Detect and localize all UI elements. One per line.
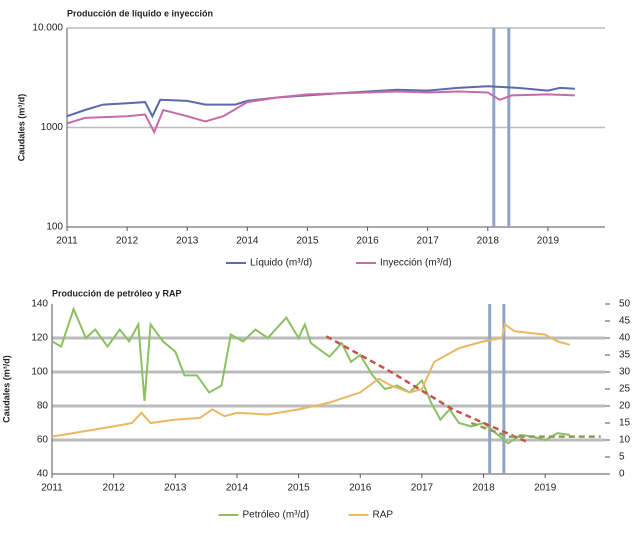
x-tick-label: 2015: [296, 236, 319, 247]
x-tick-label: 2018: [477, 236, 500, 247]
x-tick-label: 2016: [356, 236, 379, 247]
y-axis-label: Caudales (m³/d): [1, 355, 11, 423]
legend-label: Inyección (m³/d): [380, 258, 452, 269]
y2-tick-label: 10: [619, 435, 631, 446]
legend-label: RAP: [373, 510, 394, 521]
y-axis-label: Caudales (m³/d): [16, 94, 26, 162]
x-tick-label: 2011: [41, 483, 63, 494]
y-tick-label: 10.000: [32, 23, 63, 34]
y2-tick-label: 5: [619, 452, 625, 463]
x-tick-label: 2013: [164, 483, 187, 494]
series-line: [51, 322, 571, 438]
trend-line: [325, 335, 528, 443]
x-tick-label: 2015: [287, 483, 310, 494]
x-tick-label: 2014: [236, 236, 259, 247]
trend-line: [470, 421, 601, 438]
y-tick-label: 100: [46, 222, 63, 233]
y2-tick-label: 45: [619, 316, 631, 327]
x-tick-label: 2014: [226, 483, 249, 494]
x-tick-label: 2013: [176, 236, 199, 247]
y2-tick-label: 40: [619, 333, 631, 344]
legend-label: Petróleo (m³/d): [243, 510, 310, 521]
y2-tick-label: 20: [619, 401, 631, 412]
x-tick-label: 2018: [472, 483, 495, 494]
y2-tick-label: 30: [619, 367, 631, 378]
y-tick-label: 60: [37, 435, 49, 446]
y-tick-label: 1000: [41, 122, 64, 133]
y2-tick-label: 0: [619, 469, 625, 480]
x-tick-label: 2019: [534, 483, 557, 494]
y2-tick-label: 25: [619, 384, 631, 395]
y-tick-label: 100: [31, 367, 48, 378]
series-line: [66, 85, 575, 119]
y2-tick-label: 15: [619, 418, 631, 429]
y-tick-label: 80: [37, 401, 49, 412]
x-tick-label: 2012: [116, 236, 139, 247]
series-line: [66, 90, 575, 135]
chart-title: Producción de petróleo y RAP: [52, 288, 182, 298]
x-tick-label: 2011: [56, 236, 78, 247]
x-tick-label: 2012: [103, 483, 126, 494]
y-tick-label: 40: [37, 469, 49, 480]
y2-tick-label: 35: [619, 350, 631, 361]
y-tick-label: 140: [31, 299, 48, 310]
chart-title: Producción de líquido e inyección: [67, 8, 213, 18]
x-tick-label: 2017: [417, 236, 440, 247]
x-tick-label: 2017: [411, 483, 434, 494]
legend-label: Líquido (m³/d): [250, 258, 312, 269]
y-tick-label: 120: [31, 333, 48, 344]
y2-tick-label: 50: [619, 299, 631, 310]
x-tick-label: 2016: [349, 483, 372, 494]
x-tick-label: 2019: [537, 236, 560, 247]
